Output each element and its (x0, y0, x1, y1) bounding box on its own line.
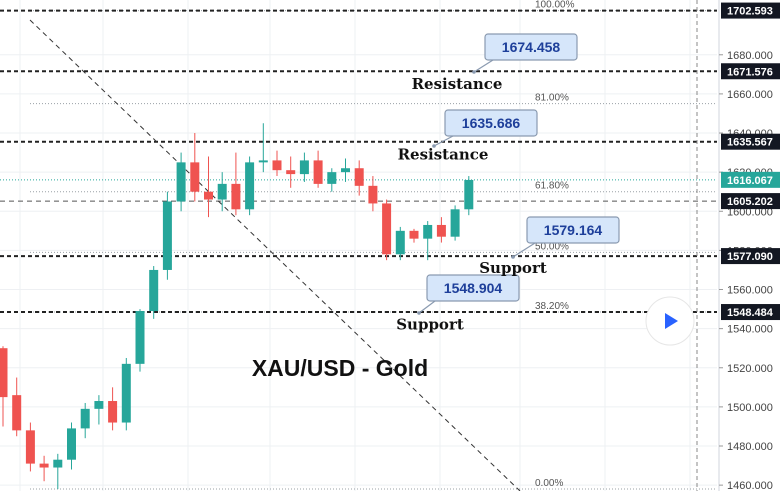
callout-anchor (432, 144, 436, 148)
chart-title: XAU/USD - Gold (252, 355, 428, 381)
price-badge-label: 1671.576 (727, 66, 773, 78)
candle-body (409, 230, 419, 239)
candle-body (258, 160, 268, 163)
y-tick-label: 1480.000 (727, 441, 773, 453)
candle-body (39, 463, 49, 468)
callout-box (444, 109, 538, 137)
candle-body (190, 162, 200, 192)
candle-body (204, 191, 213, 200)
candle-body (464, 179, 474, 210)
callout-pointer (418, 300, 436, 314)
price-axis: 1680.0001660.0001640.0001620.0001600.000… (718, 0, 781, 491)
fib-levels: 100.00% 81.00% 61.80% 50.00% 38.20% 0.00% (30, 0, 717, 490)
price-badge (721, 193, 780, 210)
price-badge (721, 2, 780, 19)
candle-body (67, 428, 76, 460)
annotations: Resistance Resistance Support Support (396, 75, 547, 334)
candle-body (423, 224, 433, 239)
y-tick-label: 1500.000 (727, 402, 773, 414)
fib-label: 38.20% (535, 301, 569, 312)
candle-body (12, 395, 22, 431)
candle-body (436, 224, 446, 237)
fib-label: 100.00% (535, 0, 575, 11)
y-tick-label: 1680.000 (727, 50, 773, 62)
callout-box (426, 274, 520, 302)
y-tick-label: 1460.000 (727, 480, 773, 491)
candle-body (94, 401, 104, 409)
candle-body (0, 348, 8, 398)
level-annotation: Resistance (412, 75, 503, 93)
callout-value: 1635.686 (462, 115, 521, 131)
price-badge (721, 304, 780, 321)
candle-body (354, 168, 364, 186)
candle-body (382, 203, 392, 255)
candle-body (176, 162, 186, 202)
callout-pointer (433, 135, 454, 147)
callout-box (526, 216, 620, 244)
level-annotation: Support (396, 316, 464, 334)
fib-label: 0.00% (535, 478, 563, 489)
level-annotation: Support (479, 259, 547, 277)
candle-body (368, 185, 378, 204)
price-badge (721, 63, 780, 80)
fib-label: 50.00% (535, 241, 569, 252)
price-badge-label: 1616.067 (727, 175, 773, 187)
price-badge (721, 248, 780, 265)
candle-body (341, 168, 350, 173)
y-tick-label: 1660.000 (727, 89, 773, 101)
candle-body (135, 311, 145, 364)
price-badge-label: 1702.593 (727, 6, 773, 18)
candles (0, 123, 474, 490)
callout-anchor (472, 70, 476, 74)
y-tick-label: 1560.000 (727, 285, 773, 297)
grid (0, 0, 717, 491)
candle-body (162, 201, 172, 270)
candle-body (313, 160, 323, 184)
candle-body (25, 430, 35, 464)
y-tick-label: 1600.000 (727, 206, 773, 218)
y-tick-label: 1520.000 (727, 363, 773, 375)
price-axis-bg (719, 0, 781, 491)
price-badge-label: 1548.484 (727, 307, 774, 319)
candle-body (299, 160, 309, 175)
candle-body (53, 459, 63, 468)
level-lines (0, 0, 717, 491)
candle-body (450, 209, 460, 237)
callout-value: 1579.164 (544, 222, 603, 238)
price-badge-label: 1635.567 (727, 137, 773, 149)
callout-value: 1674.458 (502, 39, 561, 55)
candle-body (327, 172, 337, 184)
level-annotation: Resistance (398, 146, 489, 164)
candle-body (245, 162, 255, 210)
candle-body (231, 183, 241, 210)
price-badge-label: 1605.202 (727, 196, 773, 208)
candle-body (108, 401, 118, 423)
callouts: 1674.458 1635.686 1579.164 1548.904 (417, 33, 620, 315)
callout-pointer (512, 242, 536, 258)
candle-body (395, 230, 405, 255)
price-badge (721, 133, 780, 150)
play-button[interactable] (645, 296, 695, 346)
play-icon[interactable] (665, 313, 678, 329)
fib-label: 61.80% (535, 181, 569, 192)
fib-label: 81.00% (535, 93, 569, 104)
callout-box (484, 33, 578, 61)
price-badge (721, 171, 780, 188)
candle-body (272, 160, 282, 171)
candle-body (149, 269, 159, 312)
callout-anchor (417, 311, 421, 315)
candle-body (286, 170, 296, 175)
callout-pointer (473, 59, 494, 73)
y-tick-label: 1540.000 (727, 324, 773, 336)
candle-body (217, 183, 227, 200)
candle-body (80, 408, 90, 429)
callout-anchor (511, 255, 515, 259)
callout-value: 1548.904 (444, 280, 503, 296)
price-badge-label: 1577.090 (727, 251, 773, 263)
candle-body (121, 363, 131, 423)
